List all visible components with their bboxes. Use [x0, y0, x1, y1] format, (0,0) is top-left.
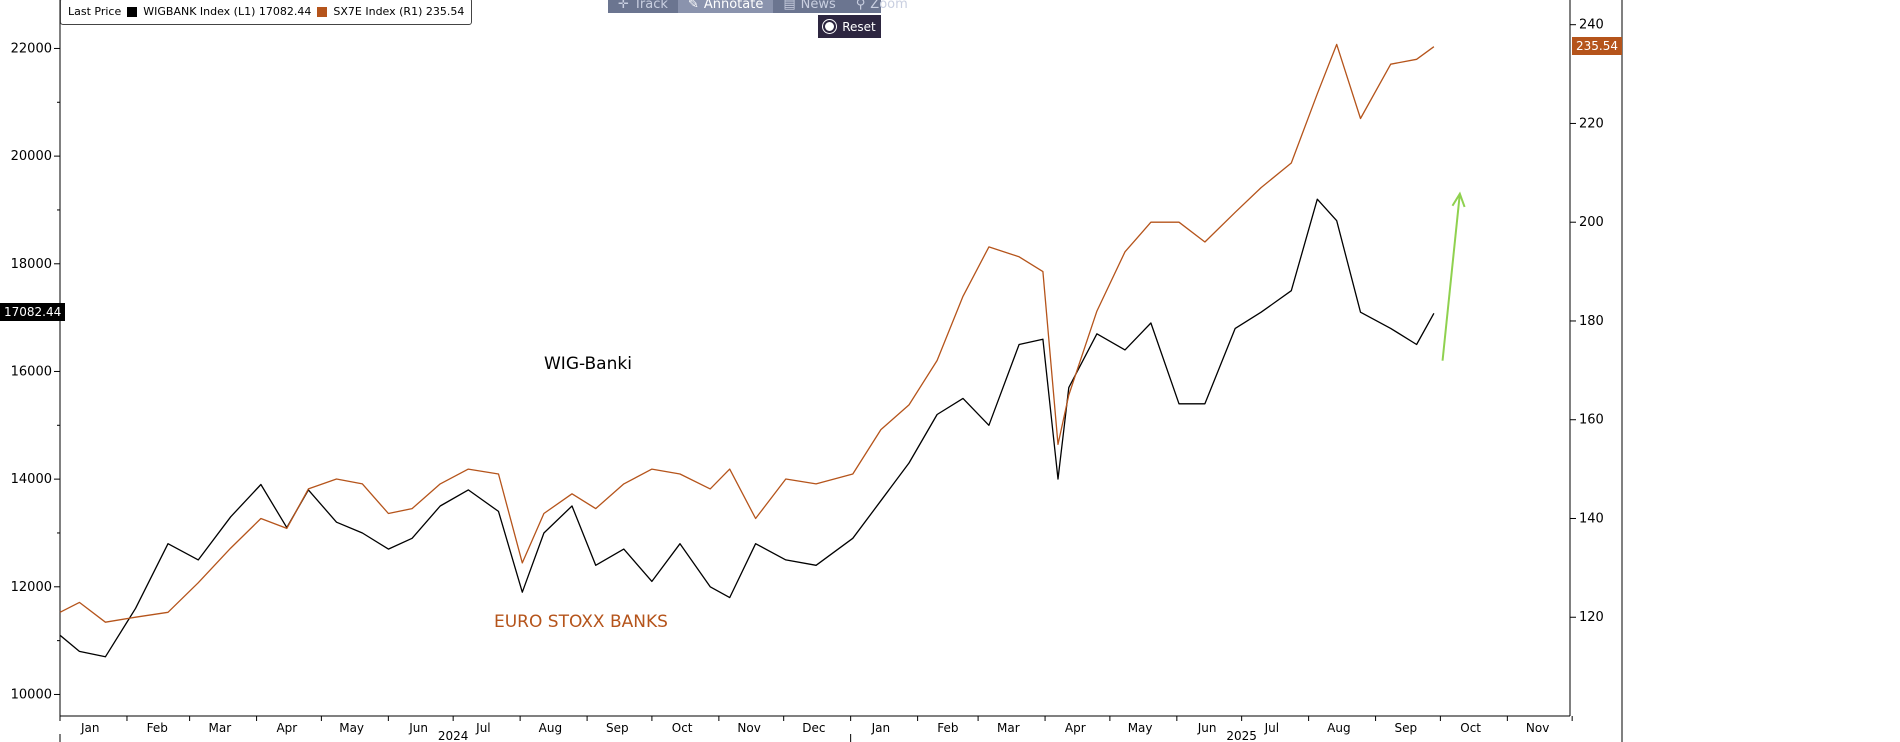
left-tick-label: 10000	[11, 687, 52, 702]
right-tick-label: 180	[1579, 314, 1604, 329]
reset-label: Reset	[842, 19, 876, 34]
legend-swatch-wig	[127, 6, 138, 17]
month-label: Apr	[276, 721, 297, 735]
month-label: Sep	[606, 721, 629, 735]
month-label: Feb	[147, 721, 168, 735]
reset-icon	[823, 20, 837, 33]
series-line-sx7e	[59, 43, 1435, 623]
magnifier-icon: ⚲	[855, 0, 866, 12]
track-button[interactable]: ✛ Track	[608, 0, 678, 12]
left-tick-label: 20000	[11, 149, 52, 164]
legend-series-sx7e: SX7E Index (R1) 235.54	[333, 5, 465, 18]
left-tick-label: 14000	[11, 472, 52, 487]
right-tick-label: 120	[1579, 610, 1604, 625]
trend-arrow	[1441, 191, 1466, 361]
left-axis-ticks: 10000 12000 14000 16000 18000 20000 22000	[11, 41, 60, 702]
right-axis-ticks: 120 140 160 180 200 220 240	[1570, 18, 1604, 625]
month-label: Sep	[1395, 721, 1418, 735]
month-label: Oct	[672, 721, 693, 735]
left-tick-label: 16000	[11, 364, 52, 379]
news-icon: ▤	[783, 0, 796, 12]
month-label: Jul	[1264, 721, 1279, 735]
legend-title: Last Price	[68, 5, 122, 18]
right-tick-label: 220	[1579, 116, 1604, 131]
year-label: 2025	[1226, 729, 1257, 742]
month-label: Mar	[997, 721, 1020, 735]
news-button[interactable]: ▤ News	[773, 0, 845, 12]
series-line-wigbank	[59, 198, 1435, 658]
month-label: Nov	[1526, 721, 1549, 735]
chart-toolbar: ✛ Track ✎ Annotate ▤ News ⚲ Zoom	[608, 0, 908, 13]
month-label: May	[339, 721, 364, 735]
annotate-label: Annotate	[703, 0, 764, 12]
news-label: News	[800, 0, 836, 12]
month-label: Jun	[1197, 721, 1217, 735]
legend-swatch-sx7e	[317, 6, 328, 17]
last-value-badge-left: 17082.44	[0, 303, 66, 322]
left-tick-label: 12000	[11, 580, 52, 595]
month-label: Oct	[1460, 721, 1481, 735]
month-label: Aug	[539, 721, 562, 735]
zoom-label: Zoom	[870, 0, 908, 12]
axes	[59, 0, 1623, 742]
legend: Last Price WIGBANK Index (L1) 17082.44 S…	[60, 0, 473, 25]
month-label: Jan	[871, 721, 891, 735]
month-label: Aug	[1327, 721, 1350, 735]
last-value-badge-right: 235.54	[1572, 36, 1622, 55]
track-label: Track	[633, 0, 668, 12]
right-tick-label: 160	[1579, 413, 1604, 428]
right-tick-label: 240	[1579, 18, 1604, 33]
x-axis-months: Jan Feb Mar Apr May Jun Jul Aug Sep Oct Nov Dec Jan F…	[59, 716, 1573, 742]
arrow-shaft	[1441, 193, 1461, 361]
annotation-wig-banki: WIG-Banki	[544, 354, 632, 374]
month-label: Jan	[80, 721, 100, 735]
arrow-head	[1451, 191, 1466, 208]
left-tick-label: 22000	[11, 41, 52, 56]
month-label: May	[1128, 721, 1153, 735]
annotate-button[interactable]: ✎ Annotate	[677, 0, 774, 13]
month-label: Nov	[737, 721, 760, 735]
pencil-icon: ✎	[687, 0, 699, 12]
left-tick-label: 18000	[11, 257, 52, 272]
annotation-euro-stoxx-banks: EURO STOXX BANKS	[494, 612, 668, 632]
right-tick-label: 200	[1579, 215, 1604, 230]
month-label: Feb	[937, 721, 958, 735]
month-label: Dec	[802, 721, 825, 735]
legend-series-wig: WIGBANK Index (L1) 17082.44	[143, 5, 312, 18]
year-label: 2024	[438, 729, 469, 742]
right-tick-label: 140	[1579, 511, 1604, 526]
month-label: Apr	[1065, 721, 1086, 735]
month-label: Mar	[209, 721, 232, 735]
zoom-button[interactable]: ⚲ Zoom	[846, 0, 918, 12]
crosshair-icon: ✛	[618, 0, 629, 12]
series-lines	[59, 43, 1435, 658]
reset-button[interactable]: Reset	[818, 15, 881, 38]
month-label: Jun	[408, 721, 428, 735]
month-label: Jul	[475, 721, 490, 735]
